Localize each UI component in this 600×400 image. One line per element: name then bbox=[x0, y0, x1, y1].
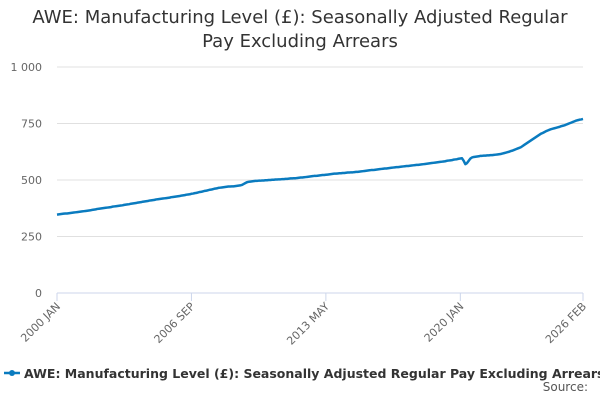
x-tick-label: 2020 JAN bbox=[422, 300, 467, 345]
y-tick-label: 1 000 bbox=[11, 61, 43, 74]
legend-label: AWE: Manufacturing Level (£): Seasonally… bbox=[24, 366, 600, 381]
x-tick-label: 2006 SEP bbox=[152, 300, 198, 346]
line bbox=[56, 117, 584, 216]
x-tick-label: 2000 JAN bbox=[18, 300, 63, 345]
y-tick-label: 750 bbox=[21, 118, 42, 131]
y-tick-label: 250 bbox=[21, 231, 42, 244]
x-tick-label: 2013 MAY bbox=[284, 300, 332, 348]
y-tick-label: 500 bbox=[21, 174, 42, 187]
y-tick-label: 0 bbox=[35, 287, 42, 300]
x-tick-label: 2026 FEB bbox=[543, 300, 589, 346]
source: Source: bbox=[543, 380, 588, 394]
legend-marker bbox=[9, 370, 15, 376]
chart-title: AWE: Manufacturing Level (£): Seasonally… bbox=[32, 7, 568, 52]
